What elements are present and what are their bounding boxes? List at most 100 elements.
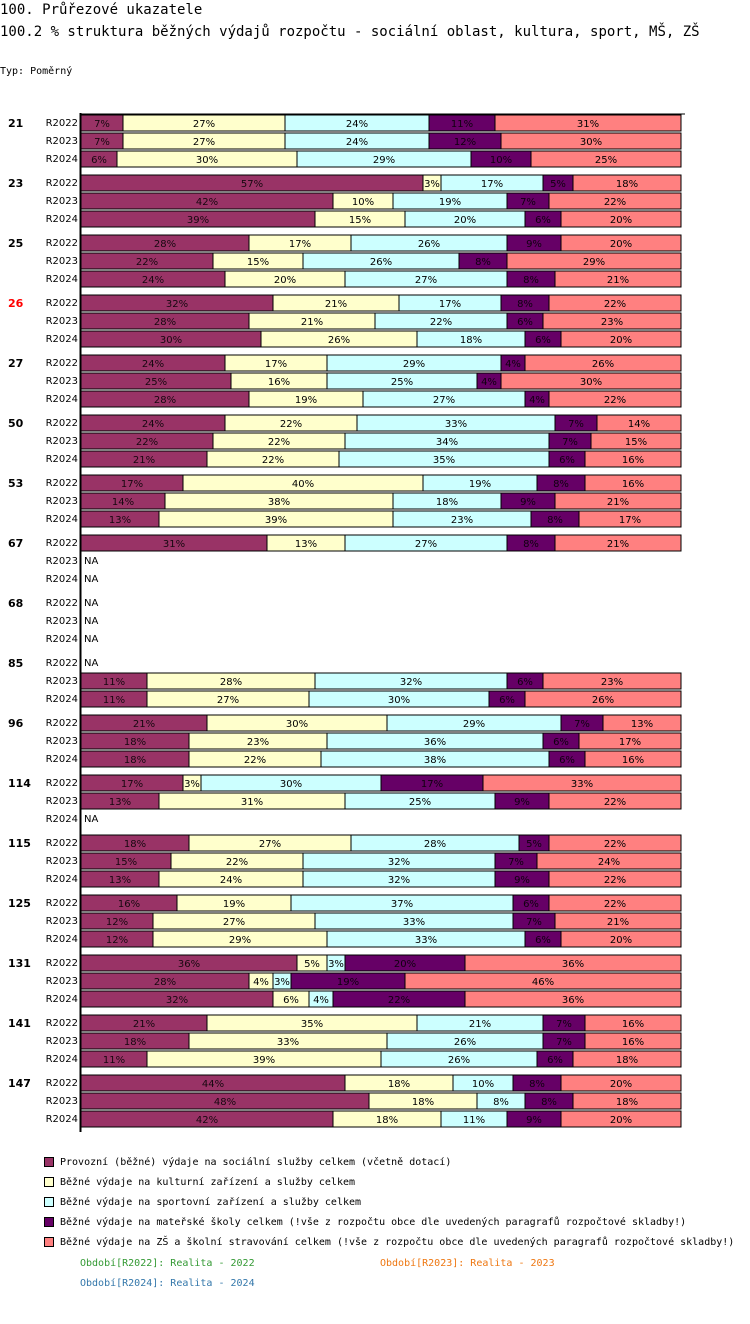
data-label: 40% — [292, 479, 314, 490]
bar-segment — [560, 330, 682, 348]
data-label: 19% — [295, 395, 317, 406]
period-tick-label: R2024 — [46, 334, 78, 345]
data-label: 5% — [550, 179, 566, 190]
stacked-bar-chart: 21 R2022 7% 27% 24% 11% 31% R2023 7% 27% 24% 12% 30%… — [8, 113, 685, 1132]
data-label: 13% — [109, 515, 131, 526]
bar-segment — [464, 954, 682, 972]
data-label: 28% — [154, 239, 176, 250]
period-tick-label: R2023 — [46, 316, 78, 327]
bar-segment — [524, 354, 682, 372]
data-label: 20% — [610, 1079, 632, 1090]
data-label: 11% — [451, 119, 473, 130]
data-label: 34% — [436, 437, 458, 448]
data-label: 27% — [415, 539, 437, 550]
bar-segment — [560, 1074, 682, 1092]
period-tick-label: R2022 — [46, 298, 78, 309]
data-label: 17% — [481, 179, 503, 190]
data-label: 7% — [526, 917, 542, 928]
data-label: 21% — [325, 299, 347, 310]
data-label: 16% — [622, 479, 644, 490]
data-label: 21% — [133, 1019, 155, 1030]
data-label: 9% — [526, 1115, 542, 1126]
data-label: 18% — [124, 755, 146, 766]
data-label: 7% — [568, 419, 584, 430]
data-label: 29% — [403, 359, 425, 370]
data-label: 3% — [328, 959, 344, 970]
data-label: 7% — [94, 119, 110, 130]
data-label: 46% — [532, 977, 554, 988]
period-tick-label: R2024 — [46, 1114, 78, 1125]
data-label: 48% — [214, 1097, 236, 1108]
period-tick-label: R2023 — [46, 916, 78, 927]
bar-segment — [554, 534, 682, 552]
data-label: 32% — [400, 677, 422, 688]
bar-segment — [602, 714, 682, 732]
data-label: 27% — [259, 839, 281, 850]
group-label: 96 — [8, 717, 24, 730]
period-tick-label: R2024 — [46, 1054, 78, 1065]
period-tick-label: R2024 — [46, 994, 78, 1005]
data-label: 23% — [601, 677, 623, 688]
period-tick-label: R2023 — [46, 616, 78, 627]
period-tick-label: R2022 — [46, 358, 78, 369]
period-tick-label: R2022 — [46, 1018, 78, 1029]
data-label: 17% — [121, 779, 143, 790]
data-label: 32% — [388, 857, 410, 868]
bar-segment — [578, 510, 682, 528]
data-label: 18% — [460, 335, 482, 346]
data-label: 15% — [247, 257, 269, 268]
data-label: 13% — [109, 875, 131, 886]
data-label: 8% — [523, 539, 539, 550]
group-label: 67 — [8, 537, 23, 550]
data-label: 39% — [265, 515, 287, 526]
na-label: NA — [84, 574, 98, 585]
legend-item: Běžné výdaje na ZŠ a školní stravování c… — [44, 1232, 734, 1252]
data-label: 5% — [304, 959, 320, 970]
data-label: 35% — [433, 455, 455, 466]
data-label: 6% — [499, 695, 515, 706]
data-label: 11% — [103, 1055, 125, 1066]
data-label: 31% — [241, 797, 263, 808]
data-label: 21% — [607, 497, 629, 508]
data-label: 26% — [592, 695, 614, 706]
period-tick-label: R2024 — [46, 214, 78, 225]
bar-segment — [542, 312, 682, 330]
period-tick-label: R2022 — [46, 718, 78, 729]
data-label: 20% — [610, 935, 632, 946]
data-label: 23% — [451, 515, 473, 526]
legend-swatch — [44, 1197, 54, 1207]
data-label: 15% — [115, 857, 137, 868]
legend-swatch — [44, 1217, 54, 1227]
data-label: 7% — [556, 1019, 572, 1030]
data-label: 3% — [274, 977, 290, 988]
period-tick-label: R2024 — [46, 394, 78, 405]
data-label: 22% — [604, 395, 626, 406]
bar-segment — [548, 294, 682, 312]
data-label: 22% — [604, 797, 626, 808]
data-label: 9% — [526, 239, 542, 250]
period-tick-label: R2022 — [46, 778, 78, 789]
legend-swatch — [44, 1157, 54, 1167]
data-label: 22% — [268, 437, 290, 448]
data-label: 44% — [202, 1079, 224, 1090]
data-label: 16% — [118, 899, 140, 910]
data-label: 38% — [268, 497, 290, 508]
period-tick-label: R2023 — [46, 1096, 78, 1107]
bar-segment — [560, 234, 682, 252]
data-label: 22% — [226, 857, 248, 868]
period-tick-label: R2024 — [46, 874, 78, 885]
data-label: 4% — [253, 977, 269, 988]
data-label: 11% — [463, 1115, 485, 1126]
data-label: 13% — [631, 719, 653, 730]
group-label: 21 — [8, 117, 23, 130]
bar-segment — [572, 174, 682, 192]
data-label: 6% — [559, 755, 575, 766]
period-tick-label: R2023 — [46, 136, 78, 147]
data-label: 21% — [607, 275, 629, 286]
bar-segment — [464, 990, 682, 1008]
data-label: 6% — [559, 455, 575, 466]
data-label: 17% — [289, 239, 311, 250]
data-label: 21% — [133, 719, 155, 730]
data-label: 32% — [166, 995, 188, 1006]
legend: Provozní (běžné) výdaje na sociální služ… — [44, 1152, 734, 1252]
